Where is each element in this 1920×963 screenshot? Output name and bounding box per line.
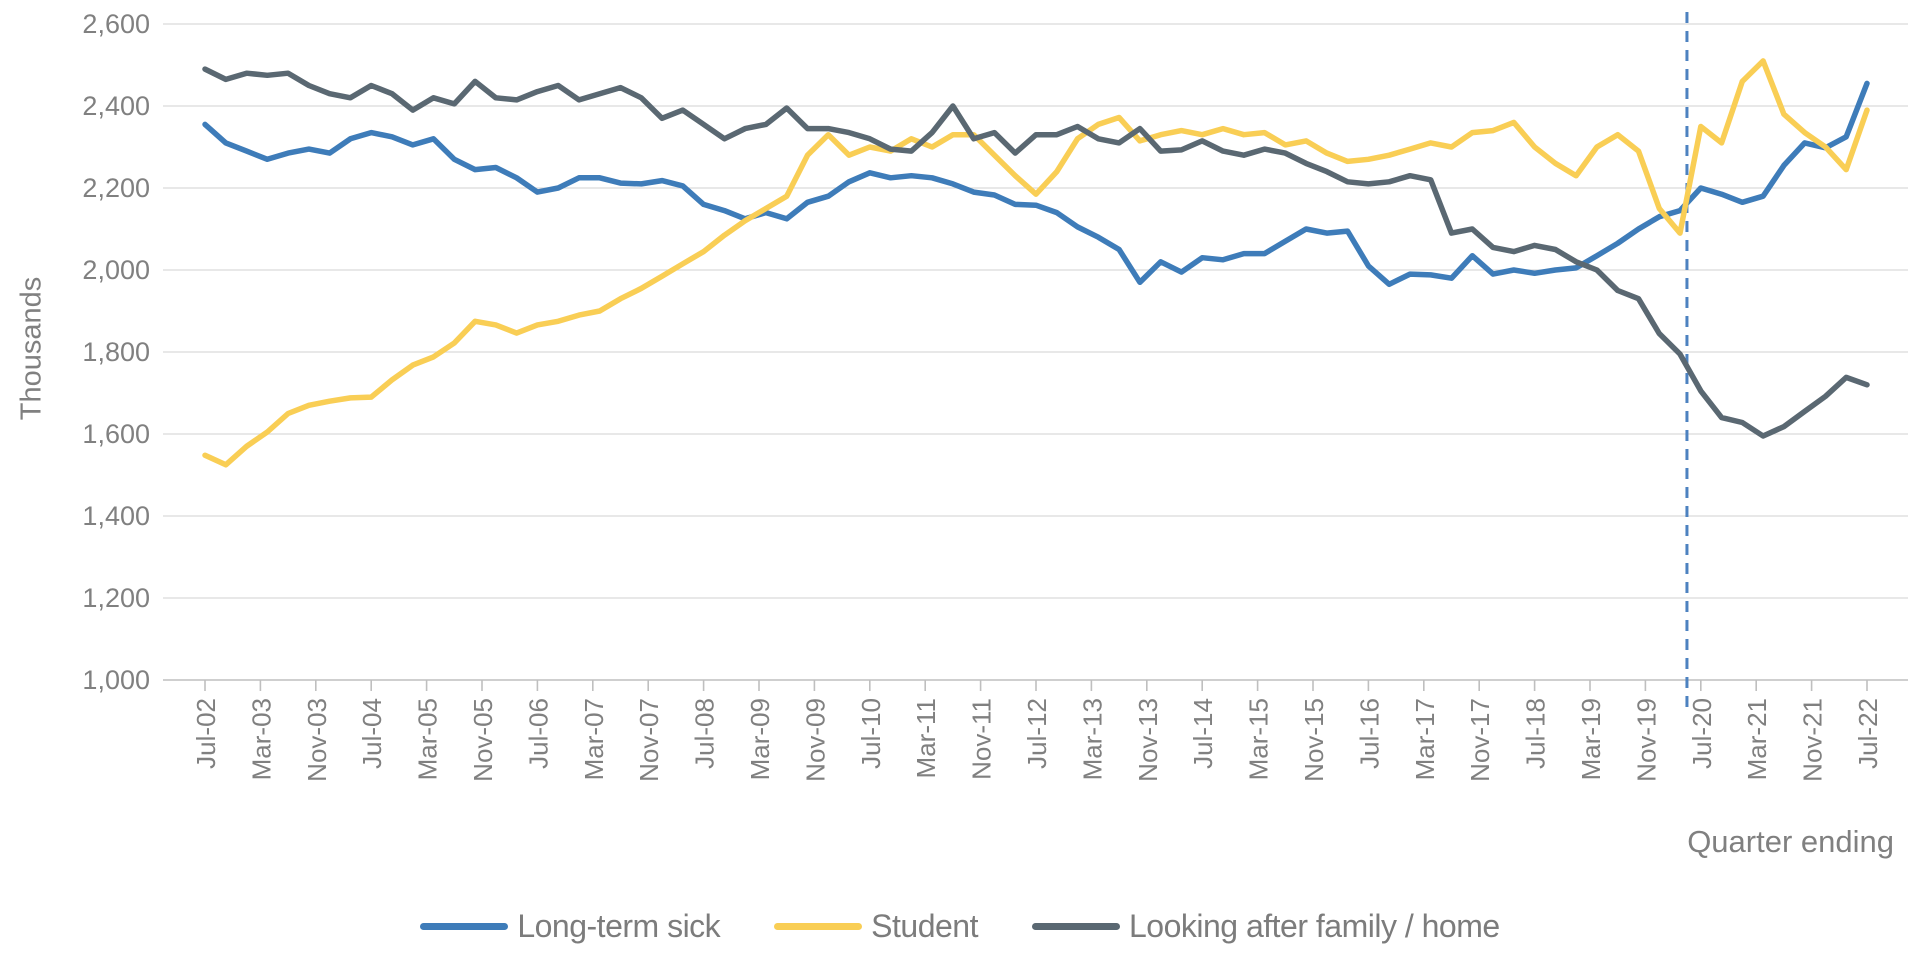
x-tick-label: Nov-11 — [967, 698, 997, 780]
x-tick-label: Mar-11 — [911, 698, 941, 778]
x-tick-label: Mar-05 — [413, 698, 443, 780]
x-tick-label: Jul-14 — [1188, 698, 1218, 769]
series-line-long-term-sick — [202, 80, 1870, 288]
legend-label-looking-after-family-home: Looking after family / home — [1128, 908, 1500, 944]
x-tick-label: Jul-06 — [523, 698, 553, 769]
y-tick-label: 1,800 — [82, 337, 150, 367]
x-axis-title: Quarter ending — [1687, 824, 1894, 859]
series-line-student — [202, 58, 1870, 468]
series-line-looking-after-family-home — [202, 66, 1870, 439]
gridlines — [163, 23, 1908, 681]
x-tick-label: Jul-10 — [856, 698, 886, 769]
legend-item-student[interactable]: Student — [774, 908, 978, 945]
y-tick-label: 1,400 — [82, 501, 150, 531]
x-tick-label: Nov-21 — [1798, 698, 1828, 782]
x-tick-label: Nov-15 — [1299, 698, 1329, 782]
y-tick-label: 2,400 — [82, 91, 150, 121]
y-tick-label: 1,000 — [82, 665, 150, 695]
x-tick-label: Jul-04 — [357, 698, 387, 769]
x-axis-labels: Jul-02 Mar-03 Nov-03 Jul-04 Mar-05 Nov-05 Jul-… — [191, 698, 1883, 782]
y-axis-title: Thousands — [15, 276, 48, 421]
y-tick-label: 1,600 — [82, 419, 150, 449]
legend-swatch-long-term-sick — [420, 923, 509, 930]
x-tick-label: Jul-18 — [1521, 698, 1551, 769]
y-tick-label: 1,200 — [82, 583, 150, 613]
x-tick-label: Jul-02 — [191, 698, 221, 769]
x-axis-ticks — [204, 680, 1868, 691]
x-tick-label: Nov-19 — [1631, 698, 1661, 782]
x-tick-label: Mar-09 — [745, 698, 775, 780]
x-tick-label: Jul-20 — [1687, 698, 1717, 769]
x-tick-label: Mar-17 — [1410, 698, 1440, 780]
y-axis-labels: 1,000 1,200 1,400 1,600 1,800 2,000 2,200 2,400… — [82, 9, 150, 695]
x-tick-label: Nov-03 — [302, 698, 332, 782]
x-tick-label: Jul-08 — [690, 698, 720, 769]
x-tick-label: Mar-13 — [1077, 698, 1107, 780]
y-tick-label: 2,200 — [82, 173, 150, 203]
x-tick-label: Nov-05 — [468, 698, 498, 782]
legend-label-student: Student — [871, 908, 978, 944]
legend-item-looking-after-family-home[interactable]: Looking after family / home — [1031, 908, 1500, 945]
y-tick-label: 2,600 — [82, 9, 150, 39]
x-tick-label: Mar-21 — [1742, 698, 1772, 780]
x-tick-label: Jul-12 — [1022, 698, 1052, 769]
legend: Long-term sick Student Looking after fam… — [0, 908, 1920, 945]
legend-swatch-student — [774, 923, 863, 930]
x-tick-label: Nov-09 — [800, 698, 830, 782]
x-tick-label: Mar-07 — [579, 698, 609, 780]
legend-label-long-term-sick: Long-term sick — [517, 908, 721, 944]
x-tick-label: Mar-15 — [1244, 698, 1274, 780]
x-tick-label: Jul-22 — [1853, 698, 1883, 769]
x-tick-label: Nov-13 — [1133, 698, 1163, 782]
y-tick-label: 2,000 — [82, 255, 150, 285]
legend-swatch-looking-after-family-home — [1031, 923, 1120, 930]
x-tick-label: Mar-19 — [1576, 698, 1606, 780]
x-tick-label: Nov-07 — [634, 698, 664, 782]
x-tick-label: Nov-17 — [1465, 698, 1495, 782]
x-tick-label: Mar-03 — [246, 698, 276, 780]
legend-item-long-term-sick[interactable]: Long-term sick — [420, 908, 721, 945]
x-tick-label: Jul-16 — [1354, 698, 1384, 769]
